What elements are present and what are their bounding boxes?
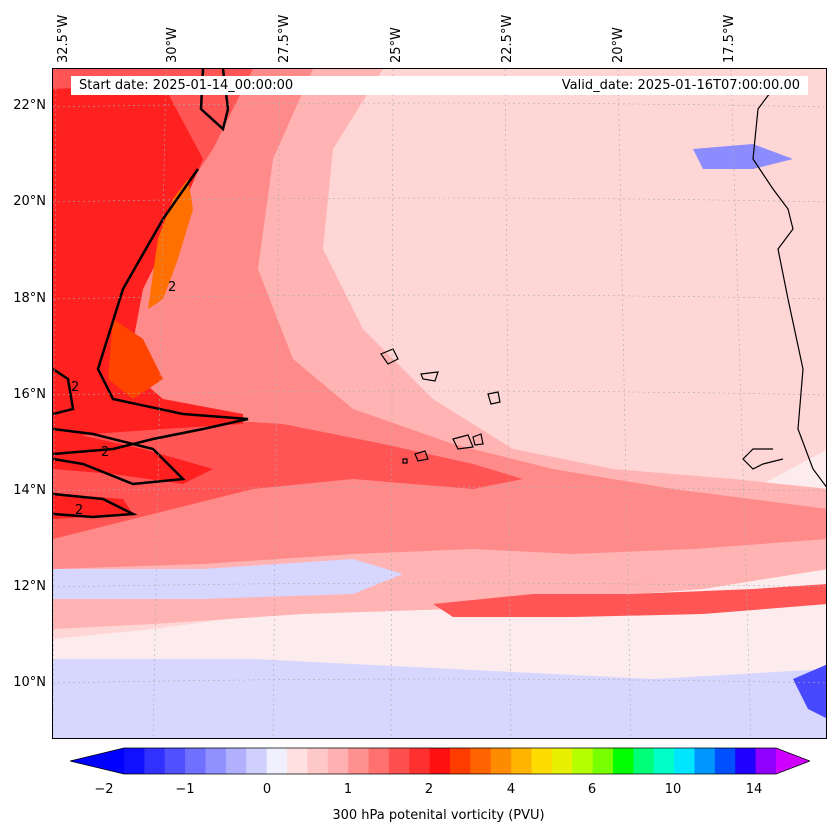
colorbar-swatch <box>755 748 777 774</box>
longitude-label: 17.5°W <box>722 14 737 63</box>
longitude-label: 25°W <box>389 27 404 63</box>
colorbar-under-extension <box>70 748 124 774</box>
colorbar-swatch <box>348 748 369 774</box>
cape-verde-islands <box>380 348 501 464</box>
pv-region-orange-red <box>108 319 163 399</box>
colorbar-swatch <box>246 748 268 774</box>
colorbar-swatch <box>409 748 431 774</box>
longitude-label: 22.5°W <box>500 14 515 63</box>
colorbar-swatch <box>225 748 247 774</box>
colorbar-swatch <box>327 748 349 774</box>
colorbar-swatch <box>694 748 716 774</box>
pv-2-contour-streamer <box>53 69 249 456</box>
colorbar-swatch <box>551 748 573 774</box>
colorbar-tick-label: 0 <box>262 782 272 797</box>
latitude-label: 12°N <box>13 579 46 594</box>
longitude-label: 27.5°W <box>277 14 292 63</box>
colorbar-swatch <box>674 748 695 774</box>
colorbar-tick-label: 2 <box>424 782 434 797</box>
colorbar-swatch <box>572 748 594 774</box>
colorbar-tick-label: 14 <box>745 782 763 797</box>
pv-field-map: 2 2 2 2 <box>53 69 826 738</box>
contour-label-2: 2 <box>101 445 109 460</box>
colorbar-swatch <box>450 748 471 774</box>
valid-date-label: Valid_date: 2025-01-16T07:00:00.00 <box>561 78 800 93</box>
colorbar-swatch <box>266 748 288 774</box>
colorbar-swatch <box>714 748 736 774</box>
latitude-label: 20°N <box>13 194 46 209</box>
colorbar-swatch <box>633 748 655 774</box>
pv-region-red-south <box>433 584 826 617</box>
latitude-label: 14°N <box>13 483 46 498</box>
pv-region-blue-ne <box>693 144 793 169</box>
pv-2-contour-lower <box>53 427 186 486</box>
colorbar-swatch <box>185 748 206 774</box>
colorbar-swatch <box>144 748 166 774</box>
colorbar-tick-label: 10 <box>664 782 682 797</box>
colorbar-title: 300 hPa potenital vorticity (PVU) <box>332 808 545 823</box>
colorbar-swatch <box>429 748 451 774</box>
pv-2-contour-west <box>53 367 75 416</box>
colorbar-swatch <box>205 748 227 774</box>
colorbar-swatch <box>511 748 532 774</box>
colorbar-swatch <box>531 748 553 774</box>
longitude-label: 20°W <box>611 27 626 63</box>
colorbar-tick-label: −1 <box>175 782 195 797</box>
pv-region-deep-blue-se <box>793 664 826 718</box>
contour-label-2: 2 <box>71 380 79 395</box>
colorbar-tick-label: −2 <box>94 782 114 797</box>
pv-colorbar <box>70 747 810 775</box>
colorbar-swatch <box>490 748 512 774</box>
colorbar-swatch <box>653 748 675 774</box>
colorbar-swatch <box>592 748 614 774</box>
map-plot-area: 2 2 2 2 <box>52 68 827 739</box>
colorbar-swatch <box>735 748 757 774</box>
colorbar-tick-label: 6 <box>587 782 597 797</box>
graticule <box>53 69 826 738</box>
latitude-label: 22°N <box>13 98 46 113</box>
contour-label-2: 2 <box>75 503 83 518</box>
latitude-label: 16°N <box>13 387 46 402</box>
longitude-label: 30°W <box>165 27 180 63</box>
colorbar-swatch <box>307 748 329 774</box>
pv-region-light-blue-sw <box>53 659 826 738</box>
colorbar-tick-label: 1 <box>343 782 353 797</box>
colorbar-over-extension <box>776 748 810 774</box>
colorbar-swatch <box>470 748 492 774</box>
coastline-africa <box>742 88 826 488</box>
longitude-label: 32.5°W <box>56 14 71 63</box>
colorbar-outline <box>70 747 810 775</box>
colorbar-swatch <box>124 748 145 774</box>
pv-region-deep-red-south <box>53 494 133 519</box>
pv-2-contour-south <box>53 492 138 519</box>
pv-region-light-blue-south <box>53 559 403 599</box>
latitude-label: 10°N <box>13 675 46 690</box>
colorbar-swatch <box>368 748 390 774</box>
date-info-box: Start date: 2025-01-14_00:00:00 Valid_da… <box>71 76 808 95</box>
contour-label-2: 2 <box>168 280 176 295</box>
colorbar-tick-label: 4 <box>506 782 516 797</box>
latitude-label: 18°N <box>13 291 46 306</box>
colorbar-swatch <box>388 748 410 774</box>
colorbar-swatch <box>613 748 634 774</box>
pv-region-orange-core <box>148 179 193 309</box>
colorbar-swatch <box>287 748 308 774</box>
colorbar-swatch <box>164 748 186 774</box>
start-date-label: Start date: 2025-01-14_00:00:00 <box>79 78 294 93</box>
